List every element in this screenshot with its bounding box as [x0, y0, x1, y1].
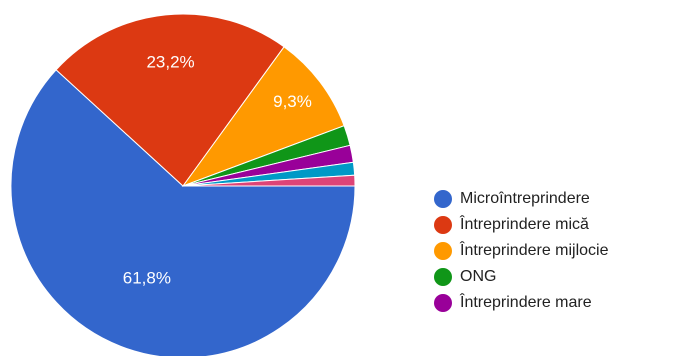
legend-label: Întreprindere mare: [460, 294, 592, 311]
legend-swatch-icon: [434, 190, 452, 208]
pie-slice-6: [182, 174, 356, 187]
legend-item-1: Întreprindere mică: [434, 212, 683, 238]
slice-value-label-1: 23,2%: [146, 52, 194, 71]
slice-value-label-0: 61,8%: [123, 268, 171, 287]
legend-swatch-icon: [434, 294, 452, 312]
legend-item-4: Întreprindere mare: [434, 290, 683, 316]
chart-legend: Microîntreprindere Întreprindere mică Într…: [434, 186, 683, 316]
legend-item-2: Întreprindere mijlocie: [434, 238, 683, 264]
legend-item-3: ONG: [434, 264, 683, 290]
pie-slice-1: [55, 13, 285, 187]
slice-value-label-2: 9,3%: [273, 92, 312, 111]
pie-slice-2: [181, 46, 345, 188]
pie-slice-0: [10, 69, 356, 359]
legend-swatch-icon: [434, 268, 452, 286]
legend-label: ONG: [460, 268, 497, 285]
legend-swatch-icon: [434, 242, 452, 260]
legend-label: Întreprindere mijlocie: [460, 242, 609, 259]
legend-label: Microîntreprindere: [460, 190, 590, 207]
legend-swatch-icon: [434, 216, 452, 234]
legend-item-0: Microîntreprindere: [434, 186, 683, 212]
legend-label: Întreprindere mică: [460, 216, 589, 233]
